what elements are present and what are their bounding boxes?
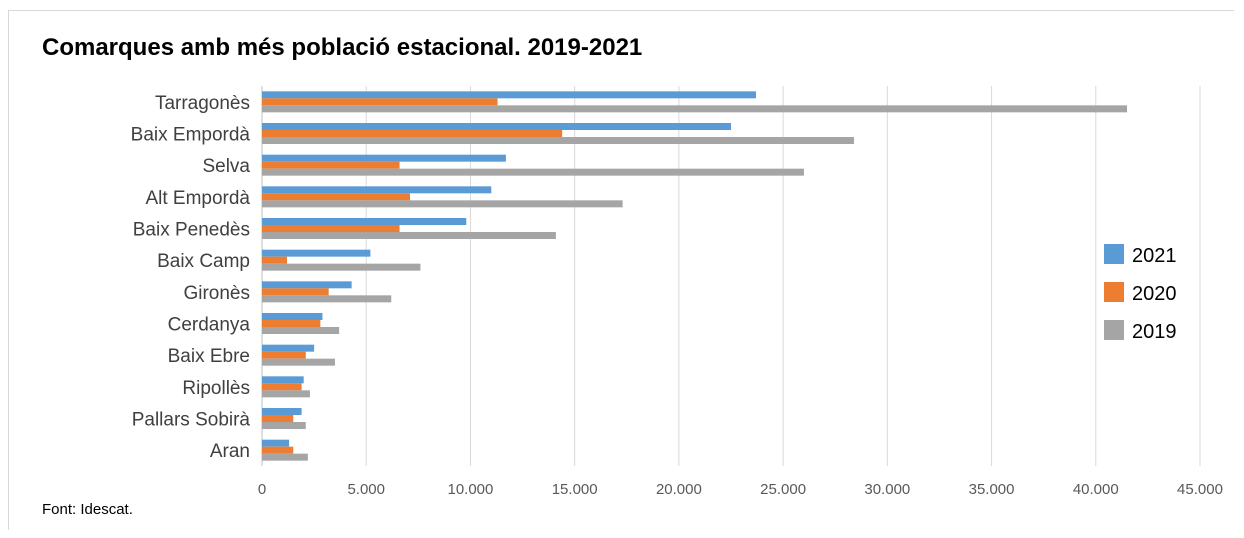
bar-2019 (262, 263, 421, 271)
bar-2020 (262, 161, 400, 169)
category-labels: Tarragonès Baix Empordà Selva Alt Empordà Ba… (131, 93, 251, 462)
legend-label: 2020 (1132, 283, 1177, 305)
legend-swatch-2019 (1104, 320, 1124, 340)
bar-2019 (262, 232, 556, 239)
bar-2020 (262, 98, 498, 106)
category-label: Cerdanya (168, 315, 251, 336)
bar-2020 (262, 225, 400, 232)
bar-2019 (262, 422, 306, 429)
bar-2020 (262, 351, 306, 359)
bar-2020 (262, 130, 563, 137)
bar-2021 (262, 439, 290, 447)
legend-swatch-2020 (1104, 282, 1124, 302)
x-tick-label: 35.000 (969, 481, 1015, 498)
category-label: Baix Penedès (133, 220, 250, 241)
category-label: Gironès (183, 283, 250, 304)
x-tick-label: 0 (258, 481, 266, 498)
chart-title: Comarques amb més població estacional. 2… (42, 34, 643, 61)
bar-2019 (262, 453, 308, 461)
bars (262, 91, 1128, 461)
bar-2019 (262, 200, 623, 208)
bar-2020 (262, 320, 321, 327)
bar-2020 (262, 193, 410, 201)
bar-2021 (262, 123, 731, 130)
bar-2020 (262, 446, 294, 454)
bar-2021 (262, 154, 506, 162)
category-label: Ripollès (182, 378, 250, 399)
source-note: Font: Idescat. (42, 501, 133, 518)
x-tick-label: 30.000 (864, 481, 910, 498)
bar-2021 (262, 249, 371, 257)
bar-2019 (262, 105, 1128, 113)
legend-swatch-2021 (1104, 244, 1124, 264)
category-label: Alt Empordà (145, 188, 250, 209)
bar-2021 (262, 313, 323, 320)
bar-2019 (262, 168, 804, 176)
bar-2019 (262, 295, 392, 303)
legend-label: 2019 (1132, 321, 1177, 343)
bar-2020 (262, 256, 288, 264)
category-label: Baix Camp (157, 251, 250, 272)
x-tick-label: 5.000 (347, 481, 385, 498)
bar-2020 (262, 415, 294, 422)
x-tick-label: 45.000 (1177, 481, 1223, 498)
chart-frame (8, 10, 1234, 530)
category-label: Selva (202, 156, 250, 177)
legend-label: 2021 (1132, 245, 1177, 267)
x-tick-labels: 0 5.000 10.000 15.000 20.000 25.000 30.000 35.0… (258, 481, 1223, 498)
bar-2020 (262, 288, 329, 296)
bar-2021 (262, 91, 757, 99)
gridlines (261, 86, 1201, 466)
legend: 2021 2020 2019 (1104, 244, 1177, 343)
bar-2021 (262, 281, 352, 289)
x-tick-label: 25.000 (760, 481, 806, 498)
bar-2019 (262, 358, 335, 366)
bar-2021 (262, 344, 315, 352)
category-label: Baix Empordà (131, 125, 251, 146)
bar-2019 (262, 390, 310, 398)
x-tick-label: 20.000 (656, 481, 702, 498)
category-label: Baix Ebre (168, 346, 250, 367)
bar-2021 (262, 408, 302, 415)
bar-2021 (262, 186, 492, 194)
bar-2020 (262, 383, 302, 391)
category-label: Aran (210, 441, 250, 462)
bar-2021 (262, 376, 304, 384)
bar-2019 (262, 137, 854, 144)
category-label: Tarragonès (155, 93, 250, 114)
category-label: Pallars Sobirà (132, 410, 251, 431)
x-tick-label: 40.000 (1073, 481, 1119, 498)
x-tick-label: 15.000 (552, 481, 598, 498)
x-tick-label: 10.000 (447, 481, 493, 498)
bar-2021 (262, 218, 467, 225)
bar-2019 (262, 327, 340, 334)
